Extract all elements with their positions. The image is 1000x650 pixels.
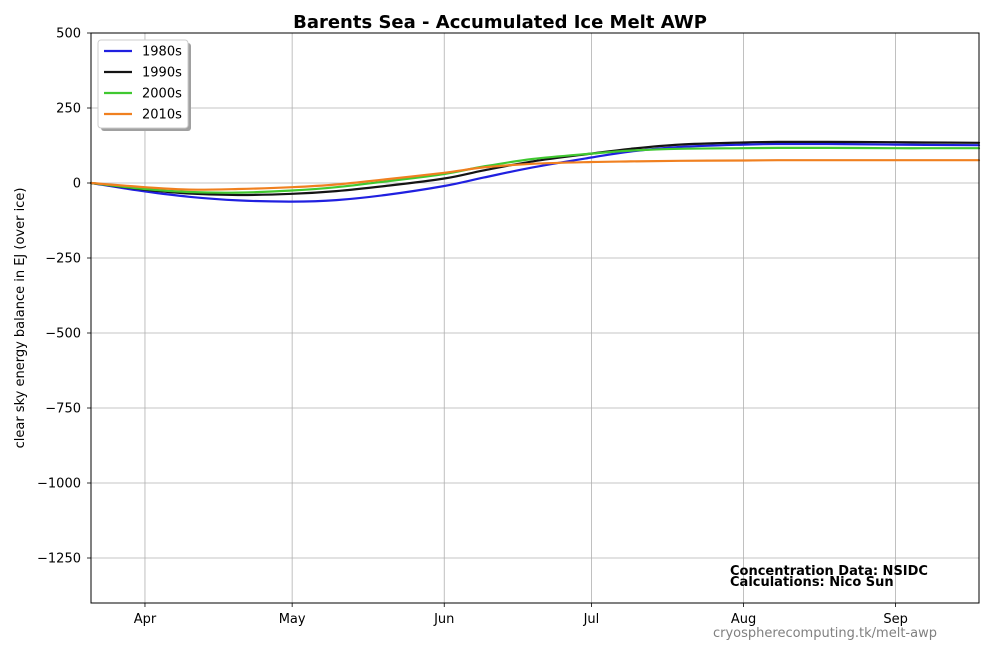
x-tick-label: Sep [883,612,908,627]
x-axis-ticks: Apr May Jun Jul Aug Sep [134,603,908,627]
chart-title: Barents Sea - Accumulated Ice Melt AWP [293,12,707,33]
y-tick-label: 500 [56,27,81,42]
legend-entry-label: 2000s [142,87,182,102]
series-line-2000s [89,146,981,194]
x-tick-label: May [279,612,306,627]
legend-entry-label: 2010s [142,108,182,123]
series-line-1980s [89,142,981,203]
series-lines [89,140,981,203]
series-line-1990s [89,140,981,197]
x-tick-label: Aug [731,612,756,627]
y-tick-label: −750 [45,402,81,417]
y-tick-label: −1000 [37,477,81,492]
x-tick-label: Apr [134,612,157,627]
legend-entry-label: 1990s [142,66,182,81]
y-axis-ticks: 500 250 0 −250 −500 −750 −1000 −1250 [37,27,91,567]
legend: 1980s 1990s 2000s 2010s [97,39,191,131]
y-tick-label: −500 [45,327,81,342]
series-line-2010s [89,159,981,191]
credit-concentration: Concentration Data: NSIDC [730,564,928,579]
legend-entry-label: 1980s [142,45,182,60]
y-tick-label: −250 [45,252,81,267]
watermark: cryospherecomputing.tk/melt-awp [713,626,937,641]
y-tick-label: 0 [73,177,81,192]
y-axis-label: clear sky energy balance in EJ (over ice… [13,188,28,449]
y-tick-label: 250 [56,102,81,117]
plot-frame [90,32,980,604]
y-tick-label: −1250 [37,552,81,567]
legend-box [97,39,189,129]
credit-calculations: Calculations: Nico Sun [730,575,894,590]
x-tick-label: Jul [583,612,600,627]
grid-lines [91,32,979,603]
x-tick-label: Jun [433,612,454,627]
